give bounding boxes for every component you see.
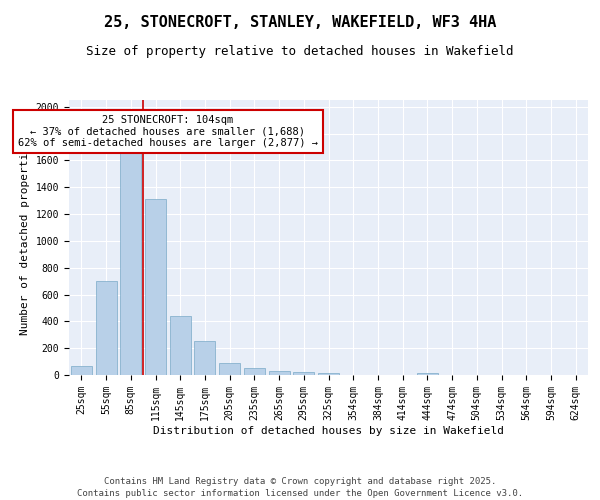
Bar xyxy=(95,281,116,375)
Bar xyxy=(417,373,438,375)
Text: 25, STONECROFT, STANLEY, WAKEFIELD, WF3 4HA: 25, STONECROFT, STANLEY, WAKEFIELD, WF3 … xyxy=(104,15,496,30)
Bar xyxy=(293,372,314,375)
Bar xyxy=(269,371,290,375)
Bar xyxy=(219,363,240,375)
Text: Size of property relative to detached houses in Wakefield: Size of property relative to detached ho… xyxy=(86,45,514,58)
Bar xyxy=(145,200,166,375)
Bar xyxy=(318,372,339,375)
Bar xyxy=(71,366,92,375)
Y-axis label: Number of detached properties: Number of detached properties xyxy=(20,140,30,336)
Text: Contains HM Land Registry data © Crown copyright and database right 2025.
Contai: Contains HM Land Registry data © Crown c… xyxy=(77,476,523,498)
Text: 25 STONECROFT: 104sqm
← 37% of detached houses are smaller (1,688)
62% of semi-d: 25 STONECROFT: 104sqm ← 37% of detached … xyxy=(18,115,318,148)
Bar xyxy=(244,368,265,375)
Bar xyxy=(194,341,215,375)
Bar xyxy=(170,316,191,375)
Bar xyxy=(120,152,141,375)
X-axis label: Distribution of detached houses by size in Wakefield: Distribution of detached houses by size … xyxy=(153,426,504,436)
